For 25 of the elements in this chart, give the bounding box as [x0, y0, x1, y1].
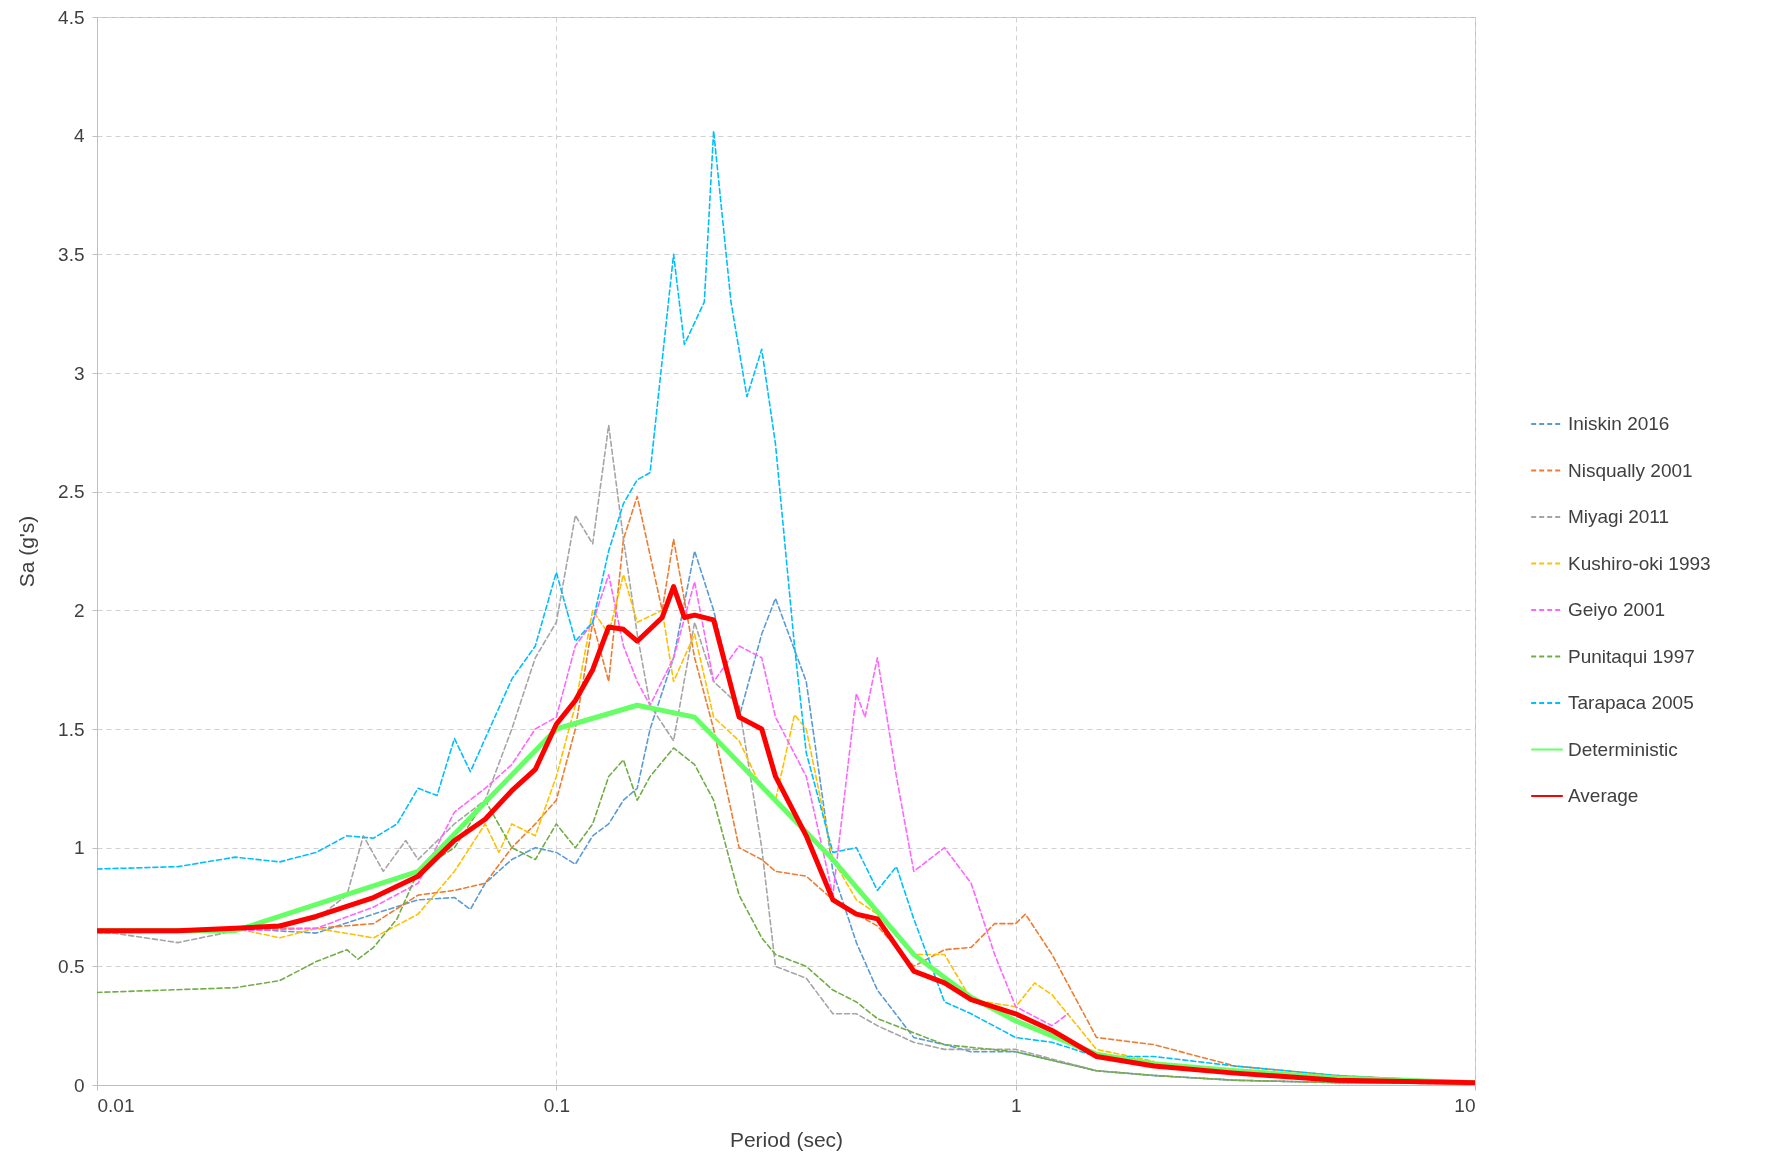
- legend-label: Geiyo 2001: [1568, 599, 1666, 620]
- legend-label: Iniskin 2016: [1568, 413, 1670, 434]
- legend-label: Average: [1568, 785, 1639, 806]
- y-tick-label: 2.5: [58, 481, 85, 503]
- legend-label: Tarapaca 2005: [1568, 692, 1694, 713]
- y-tick-label: 1: [73, 837, 85, 859]
- x-tick-label: 0.1: [543, 1094, 571, 1116]
- legend-label: Kushiro-oki 1993: [1568, 552, 1711, 574]
- legend-label: Punitaqui 1997: [1568, 645, 1695, 667]
- y-axis-title: Sa (g's): [15, 515, 39, 588]
- y-tick-label: 3: [73, 362, 85, 384]
- y-tick-label: 2: [73, 599, 85, 621]
- x-tick-label: 0.01: [97, 1094, 135, 1116]
- y-tick-label: 3.5: [58, 243, 85, 265]
- y-tick-label: 4.5: [58, 6, 85, 28]
- x-tick-label: 10: [1454, 1094, 1476, 1116]
- x-axis-title: Period (sec): [729, 1127, 844, 1151]
- y-tick-label: 0: [73, 1074, 85, 1096]
- y-tick-label: 0.5: [58, 955, 85, 977]
- legend-label: Deterministic: [1568, 738, 1678, 760]
- legend-label: Miyagi 2011: [1568, 506, 1670, 527]
- y-tick-label: 4: [73, 125, 85, 147]
- y-tick-label: 1.5: [58, 718, 85, 740]
- legend-label: Nisqually 2001: [1568, 459, 1693, 481]
- x-tick-label: 1: [1010, 1094, 1022, 1116]
